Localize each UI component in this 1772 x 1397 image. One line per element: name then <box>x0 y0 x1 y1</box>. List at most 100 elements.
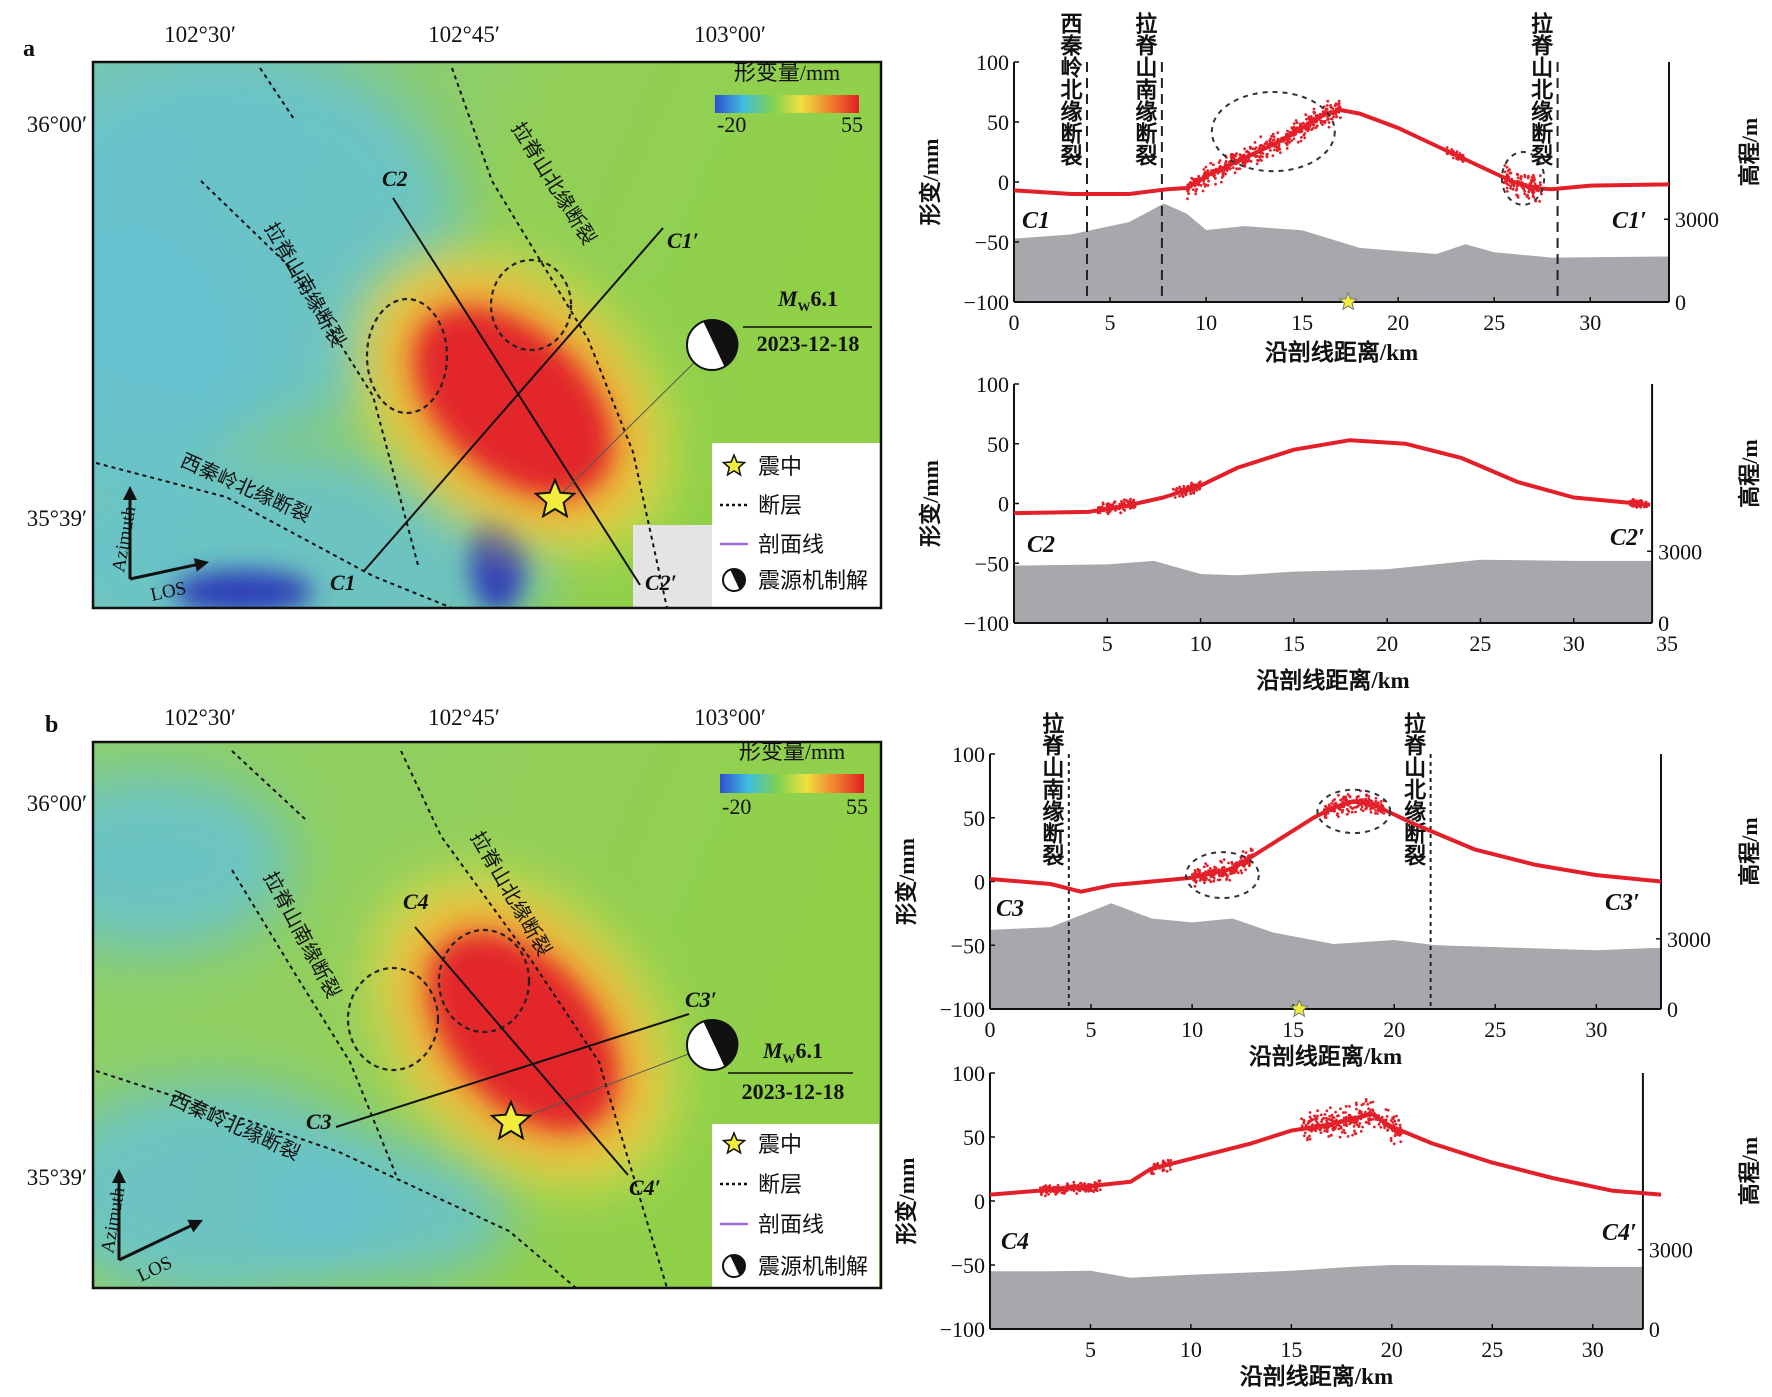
deformation-point <box>1339 1107 1342 1111</box>
x-tick-label: 15 <box>1280 1337 1302 1362</box>
uplift-area <box>360 254 666 550</box>
deformation-point <box>1227 861 1230 865</box>
y2-tick-label: 0 <box>1658 611 1669 636</box>
deformation-point <box>1316 1114 1319 1118</box>
deformation-point <box>1319 1113 1323 1117</box>
deformation-point <box>1292 128 1295 132</box>
y-tick-label: 100 <box>976 50 1009 75</box>
y-axis-title: 形变/mm <box>918 460 943 547</box>
profile-line <box>363 227 664 572</box>
colorbar-title: 形变量/mm <box>734 60 840 85</box>
x-tick-label: 20 <box>1376 631 1398 656</box>
x-tick-label: 25 <box>1484 1017 1506 1042</box>
deformation-point <box>1231 166 1235 170</box>
deformation-point <box>1292 137 1296 141</box>
deformation-point <box>1395 1114 1398 1118</box>
deformation-point <box>1451 156 1455 160</box>
x-tick-label: 15 <box>1282 1017 1304 1042</box>
deformation-point <box>1357 795 1360 798</box>
deformation-point <box>1235 152 1238 156</box>
deformation-point <box>1315 1120 1319 1124</box>
deformation-point <box>1314 1129 1317 1133</box>
deformation-point <box>1261 155 1264 159</box>
y-tick-label: −50 <box>951 933 985 958</box>
los-arrowhead <box>193 558 209 572</box>
deformation-point <box>1202 865 1206 869</box>
deformation-point <box>1371 1100 1375 1104</box>
x-tick-label: 25 <box>1469 631 1491 656</box>
profile-endpoint-label: C3′ <box>1605 890 1640 916</box>
deformation-point <box>1216 878 1220 882</box>
deformation-point <box>1242 153 1246 157</box>
deformation-point <box>1182 484 1186 488</box>
longitude-label: 103°00′ <box>694 705 766 730</box>
deformation-point <box>1639 505 1643 509</box>
deformation-point <box>1338 1124 1341 1128</box>
y2-tick-label: 3000 <box>1667 927 1711 952</box>
x-axis-title: 沿剖线距离/km <box>1256 667 1409 693</box>
deformation-point <box>1327 1135 1331 1138</box>
deformation-point <box>1242 865 1246 868</box>
deformation-point <box>1204 862 1207 865</box>
deformation-point <box>1209 875 1213 879</box>
deformation-point <box>1367 797 1371 801</box>
deformation-point <box>1316 1109 1319 1113</box>
deformation-point <box>1194 192 1198 196</box>
deformation-point <box>1531 173 1535 177</box>
magnitude-value: 6.1 <box>796 1038 824 1063</box>
deformation-point <box>1386 1108 1390 1112</box>
deformation-point <box>1189 492 1192 496</box>
deformation-point <box>1202 168 1206 171</box>
deformation-point <box>1350 1121 1354 1124</box>
deformation-point <box>1398 1132 1402 1135</box>
deformation-point <box>1312 107 1316 111</box>
deformation-point <box>1523 192 1527 196</box>
los-arrow-icon <box>129 558 209 581</box>
deformation-point <box>1220 866 1224 870</box>
deformation-point <box>1339 1126 1343 1130</box>
profile-chart-3: −100 −50 0 50 100 0 3000 0 5 10 15 20 25 30 形变/mm 高程/m 沿… <box>894 711 1762 1069</box>
legend-label: 震源机制解 <box>758 1254 868 1279</box>
deformation-point <box>1528 182 1532 186</box>
map-frame <box>91 60 883 610</box>
deformation-point <box>1539 183 1542 187</box>
fault-trace <box>200 180 419 566</box>
deformation-point <box>1093 1181 1097 1184</box>
deformation-point <box>1519 178 1523 181</box>
deformation-point <box>1219 180 1223 184</box>
deformation-point <box>1097 505 1101 509</box>
profile-chart-2: −100 −50 0 50 100 0 3000 5 10 15 20 25 30 35 形变/mm 高程/m… <box>918 372 1762 693</box>
profile-endpoint-label: C2′ <box>1610 525 1645 551</box>
latitude-label: 35°39′ <box>27 1165 87 1190</box>
fault-trace <box>259 67 295 120</box>
deformation-point <box>1265 140 1268 144</box>
deformation-point <box>1352 1125 1356 1128</box>
deformation-point <box>1319 119 1323 123</box>
deformation-point <box>1201 189 1205 193</box>
deformation-point <box>1234 154 1238 158</box>
legend-item: 剖面线 <box>720 532 824 557</box>
mechanism-leader-line <box>510 1044 713 1123</box>
deformation-point <box>1222 170 1226 174</box>
deformation-point <box>1178 494 1181 498</box>
deformation-point <box>1231 155 1235 159</box>
los-arrow-icon <box>118 1219 203 1262</box>
deformation-point <box>1220 860 1224 864</box>
profile-endpoint-label: C2′ <box>645 570 677 595</box>
deformation-point <box>1527 196 1531 200</box>
deformation-point <box>1324 813 1327 817</box>
deformation-point <box>1106 512 1110 516</box>
deformation-point <box>1359 808 1363 811</box>
deformation-point <box>1385 1115 1389 1118</box>
deformation-point <box>1327 117 1330 121</box>
deformation-point <box>1202 182 1206 186</box>
deformation-point <box>1391 1121 1395 1124</box>
deformation-point <box>1239 869 1243 872</box>
deformation-point <box>1323 121 1327 125</box>
x-tick-label: 20 <box>1381 1337 1403 1362</box>
deformation-point <box>1308 1137 1312 1141</box>
fault-trace <box>400 750 668 1288</box>
deformation-point <box>1342 1128 1346 1132</box>
beachball-compression <box>730 1254 746 1276</box>
deformation-point <box>1132 498 1136 502</box>
